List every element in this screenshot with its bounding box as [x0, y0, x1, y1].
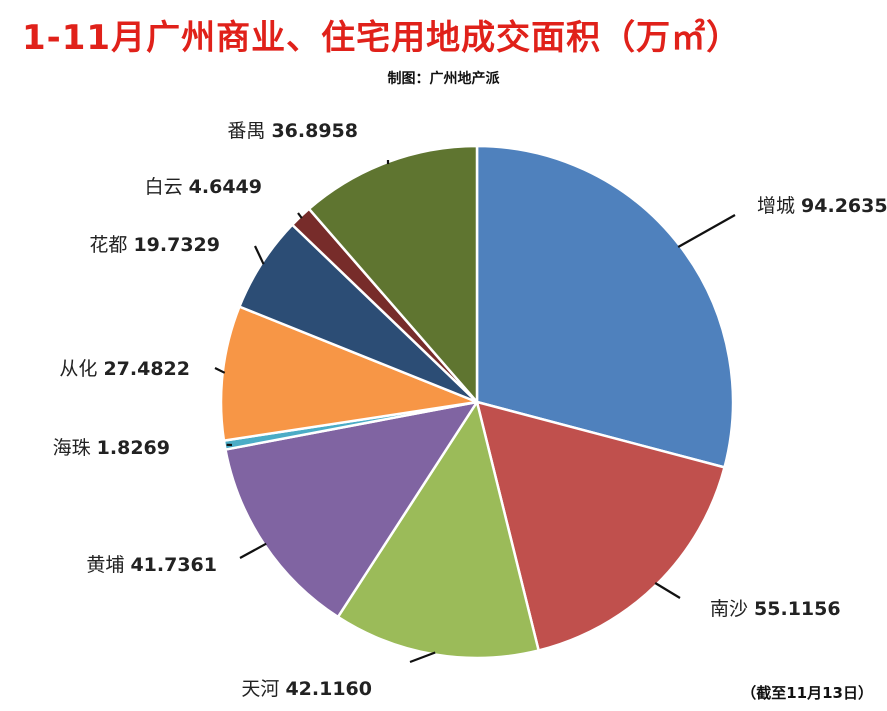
data-label-name: 天河: [241, 678, 285, 700]
data-label-name: 南沙: [710, 598, 754, 620]
data-label-4: 黄埔 41.7361: [86, 554, 217, 576]
data-label-name: 海珠: [53, 437, 97, 459]
data-label-value: 1.8269: [97, 437, 170, 459]
leader-line-3: [409, 651, 436, 664]
data-label-6: 从化 27.4822: [59, 358, 190, 380]
data-label-name: 从化: [59, 358, 103, 380]
data-label-value: 55.1156: [754, 598, 841, 620]
data-label-name: 花都: [89, 234, 133, 256]
data-label-value: 4.6449: [189, 176, 262, 198]
data-label-8: 白云 4.6449: [145, 176, 262, 198]
data-label-value: 42.1160: [285, 678, 372, 700]
data-label-value: 41.7361: [130, 554, 217, 576]
data-label-name: 番禺: [227, 120, 271, 142]
leader-line-4: [239, 542, 267, 559]
leader-line-6: [214, 367, 226, 374]
data-label-value: 94.2635: [801, 195, 887, 217]
data-label-value: 27.4822: [103, 358, 190, 380]
data-label-2: 南沙 55.1156: [710, 598, 841, 620]
data-label-5: 海珠 1.8269: [53, 437, 170, 459]
data-label-name: 黄埔: [86, 554, 130, 576]
data-label-value: 36.8958: [271, 120, 358, 142]
data-label-9: 番禺 36.8958: [227, 120, 358, 142]
data-label-value: 19.7329: [133, 234, 220, 256]
chart-credit: 制图：广州地产派: [387, 71, 500, 87]
data-label-name: 白云: [145, 176, 189, 198]
footnote: （截至11月13日）: [741, 684, 873, 702]
chart-title: 1-11月广州商业、住宅用地成交面积（万㎡）: [22, 18, 742, 58]
leader-line-8: [297, 212, 303, 219]
data-label-7: 花都 19.7329: [89, 234, 220, 256]
data-label-3: 天河 42.1160: [241, 678, 372, 700]
leader-line-7: [254, 245, 265, 265]
pie-slice-3: [336, 400, 540, 660]
data-label-name: 增城: [757, 195, 801, 217]
pie-labels: 增城 94.2635 南沙 55.1156 天河 42.1160 黄埔 41.7361…: [53, 120, 887, 700]
data-label-1: 增城 94.2635: [757, 195, 887, 217]
leader-line-2: [654, 582, 681, 599]
pie-slices: [219, 144, 735, 660]
leader-line-1: [677, 214, 736, 248]
